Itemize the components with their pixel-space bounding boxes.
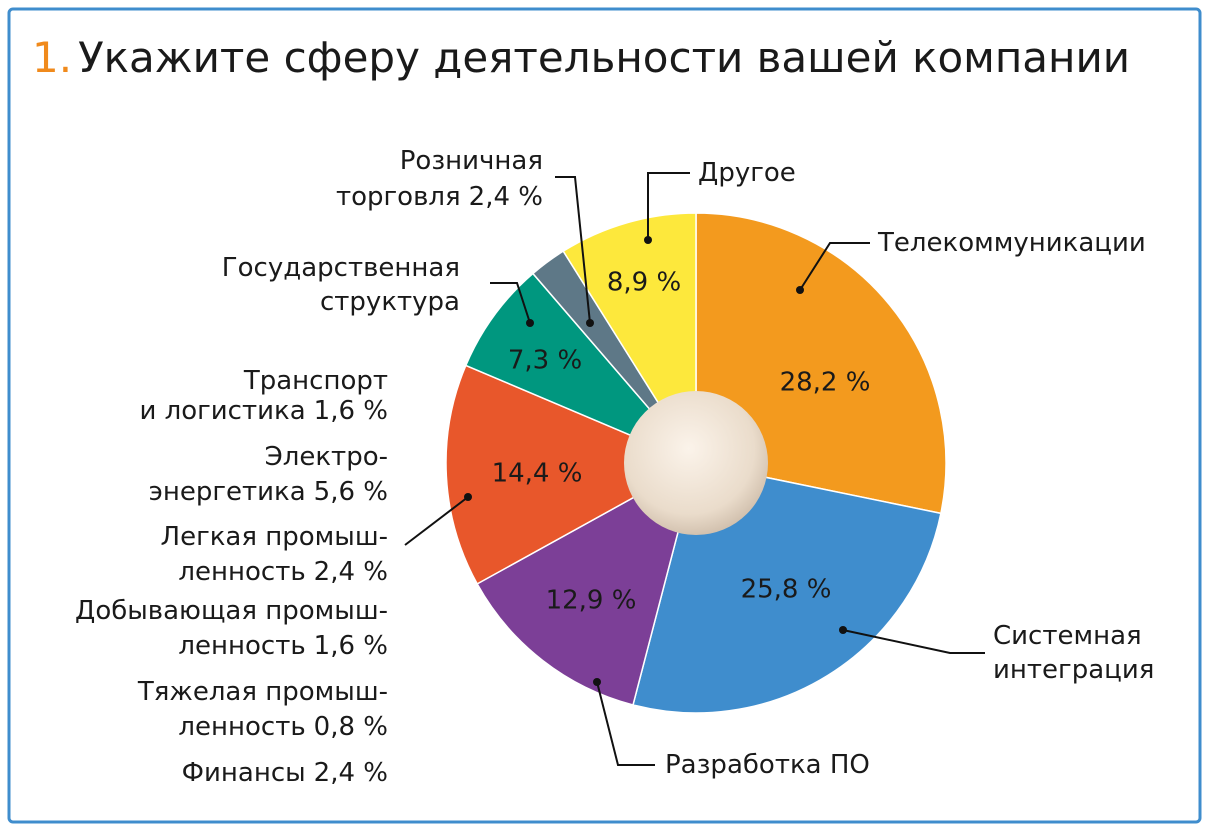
donut-hole xyxy=(624,391,768,535)
breakdown-name: Легкая промыш- xyxy=(161,522,388,552)
value-label: 8,9 % xyxy=(607,268,681,298)
breakdown-label: и логистика 1,6 % xyxy=(139,396,388,426)
breakdown-label: Тяжелая промыш- xyxy=(137,677,388,707)
value-label: 14,4 % xyxy=(492,459,583,489)
slice-name: Розничная xyxy=(400,146,543,176)
breakdown-value: 5,6 % xyxy=(314,477,388,507)
breakdown-name: ленность xyxy=(178,557,305,587)
slice-name-line: торговля xyxy=(336,182,461,212)
leader-line xyxy=(842,629,985,654)
breakdown-label: энергетика 5,6 % xyxy=(149,477,388,507)
pie-slice xyxy=(464,272,697,464)
breakdown-name: ленность xyxy=(178,712,305,742)
breakdown-name: энергетика xyxy=(149,477,306,507)
slice-name: Системная xyxy=(993,621,1142,651)
breakdown-name: Электро- xyxy=(265,442,388,472)
breakdown-label: Транспорт xyxy=(243,366,388,396)
slice-name-line: Розничная xyxy=(400,146,543,176)
breakdown-value: 2,4 % xyxy=(314,758,388,788)
title-text: Укажите сферу деятельности вашей компани… xyxy=(78,33,1130,82)
breakdown-name: Тяжелая промыш- xyxy=(137,677,388,707)
breakdown-name: Транспорт xyxy=(243,366,388,396)
value-label: 25,8 % xyxy=(741,575,832,605)
slice-name: Разработка ПО xyxy=(665,750,870,780)
pie-slice xyxy=(445,364,698,585)
breakdown-value: 1,6 % xyxy=(314,631,388,661)
slice-name: структура xyxy=(320,287,460,317)
pie-slice xyxy=(476,461,698,706)
value-label: 28,2 % xyxy=(780,368,871,398)
slice-name-line: интеграция xyxy=(993,655,1154,685)
breakdown-name: ленность xyxy=(178,631,305,661)
slice-name-line: структура xyxy=(320,287,460,317)
slice-name-line: Системная xyxy=(993,621,1142,651)
breakdown-label: ленность 2,4 % xyxy=(178,557,388,587)
breakdown-name: Финансы xyxy=(182,758,306,788)
breakdown-label: Добывающая промыш- xyxy=(75,596,388,626)
leader-line xyxy=(490,282,531,324)
leader-line xyxy=(555,176,591,324)
value-label: 12,9 % xyxy=(546,586,637,616)
slice-name: Телекоммуникации xyxy=(877,228,1146,258)
slice-name: торговля 2,4 % xyxy=(336,182,543,212)
breakdown-label: ленность 1,6 % xyxy=(178,631,388,661)
slice-name-line: Телекоммуникации xyxy=(877,228,1146,258)
slice-name-line: Государственная xyxy=(222,253,460,283)
chart-title: 1. Укажите сферу деятельности вашей компа… xyxy=(32,33,1130,82)
slice-name: интеграция xyxy=(993,655,1154,685)
breakdown-label: ленность 0,8 % xyxy=(178,712,388,742)
slice-name-line: Другое xyxy=(698,158,796,188)
breakdown-name: и логистика xyxy=(139,396,305,426)
breakdown-label: Электро- xyxy=(265,442,388,472)
leader-dot xyxy=(526,319,534,327)
value-label: 7,3 % xyxy=(508,346,582,376)
breakdown-value: 0,8 % xyxy=(314,712,388,742)
breakdown-label: Финансы 2,4 % xyxy=(182,758,388,788)
leader-dot xyxy=(796,286,804,294)
leader-line xyxy=(647,172,690,240)
leader-line xyxy=(596,681,655,766)
leader-line xyxy=(404,496,469,546)
leader-dot xyxy=(644,236,652,244)
leader-dot xyxy=(586,319,594,327)
breakdown-label: Легкая промыш- xyxy=(161,522,388,552)
slice-name: Другое xyxy=(698,158,796,188)
value-label: 2,4 % xyxy=(469,182,543,212)
breakdown-value: 2,4 % xyxy=(314,557,388,587)
slice-name: Государственная xyxy=(222,253,460,283)
slice-name-line: Разработка ПО xyxy=(665,750,870,780)
title-number: 1. xyxy=(32,33,72,82)
leader-dot xyxy=(464,493,472,501)
leader-dot xyxy=(839,626,847,634)
leader-line xyxy=(799,242,870,291)
leader-dot xyxy=(593,678,601,686)
breakdown-name: Добывающая промыш- xyxy=(75,596,388,626)
breakdown-value: 1,6 % xyxy=(314,396,388,426)
